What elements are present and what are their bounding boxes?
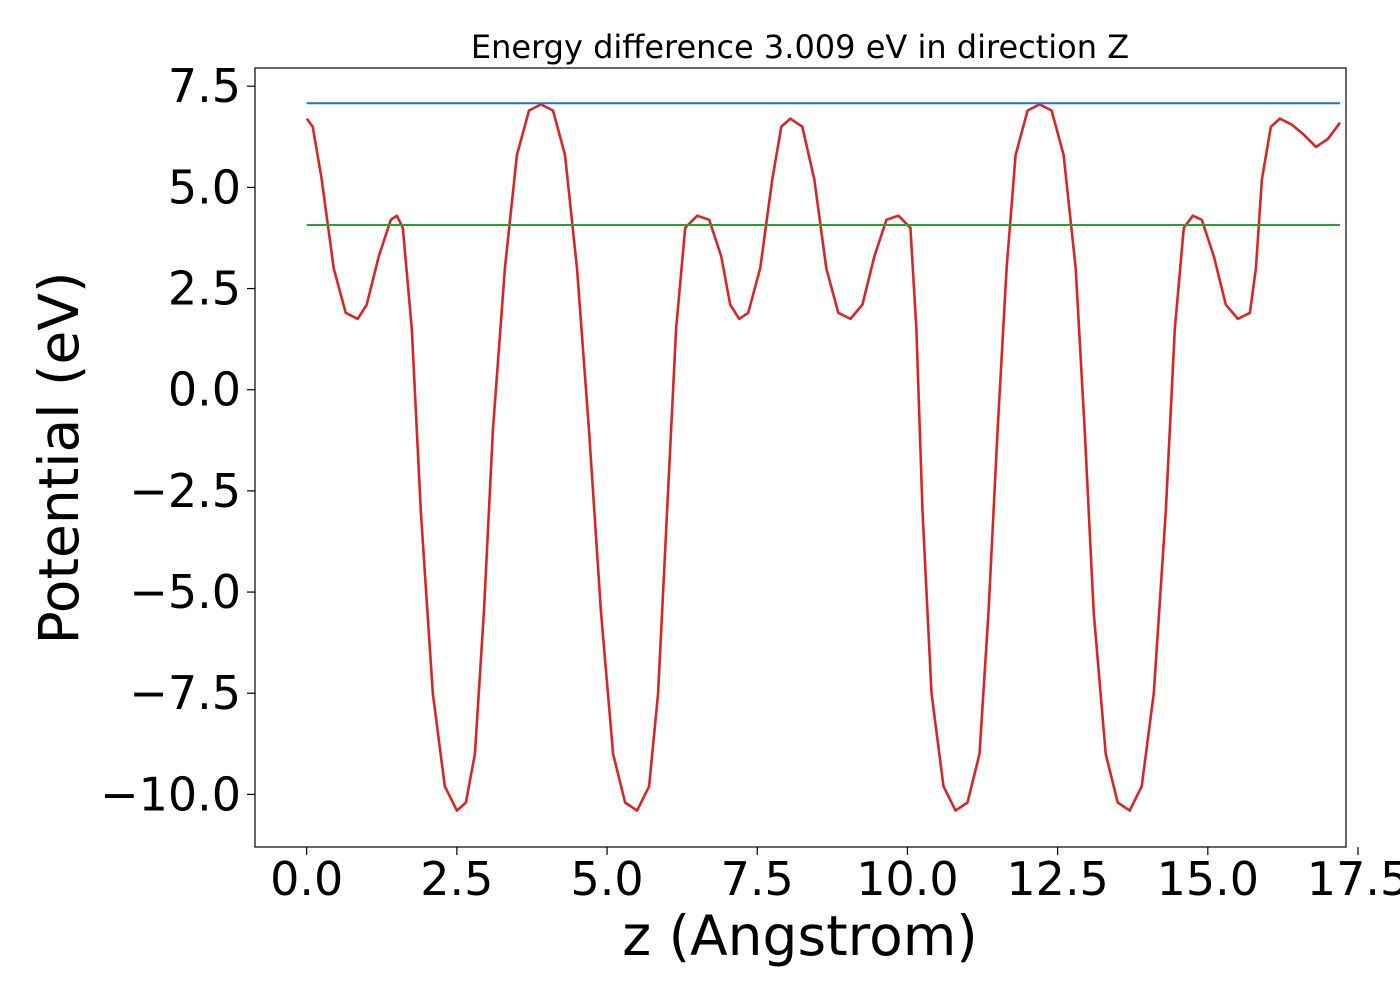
y-tick-label: 0.0 [168,363,241,417]
x-tick-label: 17.5 [1307,852,1400,906]
y-tick-label: 5.0 [168,160,241,214]
plot-frame [254,67,1347,848]
y-tick-label: −2.5 [129,464,241,518]
y-tick-label: −10.0 [100,767,241,821]
x-tick-label: 7.5 [721,852,794,906]
x-tick-label: 15.0 [1157,852,1259,906]
series-line-0 [305,103,1342,812]
x-axis-label: z (Angstrom) [622,904,978,968]
x-tick-label: 10.0 [856,852,958,906]
x-tick-label: 12.5 [1006,852,1108,906]
y-tick-label: −5.0 [129,565,241,619]
chart-title: Energy difference 3.009 eV in direction … [471,28,1129,66]
x-axis-ticks: 0.0 2.5 5.0 7.5 10.0 12.5 15.0 17.5 [270,847,1400,906]
series-layer [305,102,1342,812]
y-axis-ticks: 7.5 5.0 2.5 0.0 −2.5 −5.0 −7.5 −10.0 [100,59,255,821]
x-tick-label: 2.5 [420,852,493,906]
y-tick-label: 7.5 [168,59,241,113]
y-tick-label: −7.5 [129,666,241,720]
x-tick-label: 0.0 [270,852,343,906]
y-tick-label: 2.5 [168,262,241,316]
y-axis-label: Potential (eV) [27,272,91,645]
x-tick-label: 5.0 [570,852,643,906]
